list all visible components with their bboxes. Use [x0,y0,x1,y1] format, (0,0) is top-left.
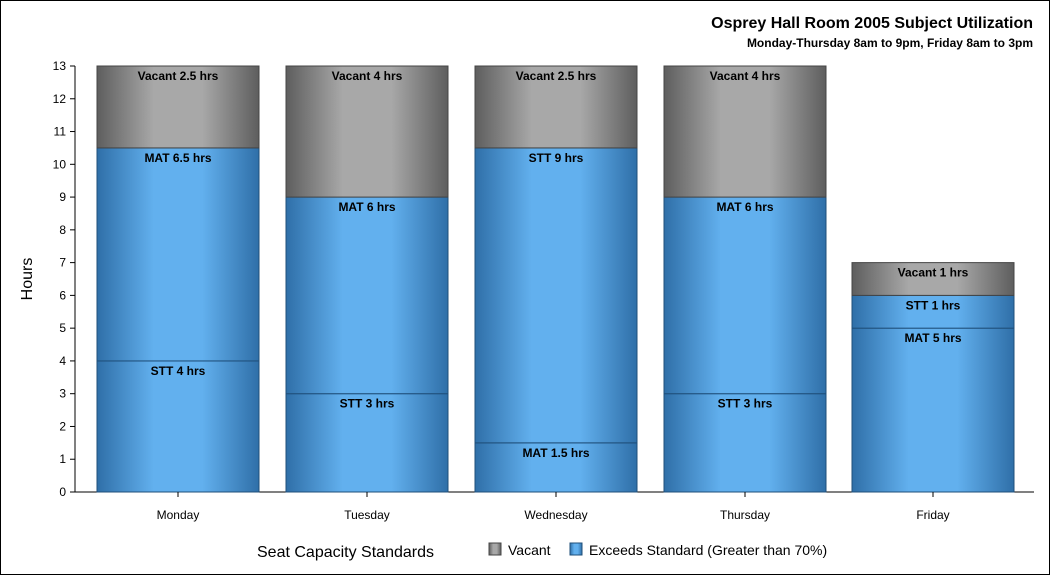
y-tick-label: 7 [59,256,66,270]
legend-item-label: Exceeds Standard (Greater than 70%) [589,542,827,558]
x-tick-label: Wednesday [524,508,587,522]
bar-segment [285,196,449,395]
y-tick-label: 12 [53,92,67,106]
bar-segment [474,147,638,444]
bar-segment [663,196,827,395]
y-tick-label: 1 [59,452,66,466]
segment-label: Vacant 2.5 hrs [516,69,597,83]
legend-title: Seat Capacity Standards [257,544,434,561]
chart-title: Osprey Hall Room 2005 Subject Utilizatio… [711,15,1033,32]
segment-label: MAT 6 hrs [338,200,395,214]
y-tick-label: 2 [59,419,66,433]
segment-label: STT 3 hrs [718,397,773,411]
bar-segment [474,65,638,149]
y-tick-label: 8 [59,223,66,237]
legend: Seat Capacity Standards Vacant Exceeds Sta… [257,542,827,561]
legend-swatch [569,542,583,556]
y-axis-label: Hours [19,258,36,301]
bar-segment [96,65,260,149]
y-tick-label: 6 [59,288,66,302]
segment-label: STT 1 hrs [906,298,961,312]
bar-segment [96,360,260,493]
segment-label: Vacant 4 hrs [710,69,781,83]
y-tick-label: 4 [59,354,66,368]
legend-item-label: Vacant [508,542,551,558]
segment-label: MAT 6.5 hrs [144,151,211,165]
segment-label: Vacant 1 hrs [898,266,969,280]
segment-label: MAT 5 hrs [904,331,961,345]
y-tick-label: 0 [59,485,66,499]
x-tick-label: Thursday [720,508,770,522]
segment-label: MAT 1.5 hrs [522,446,589,460]
y-tick-label: 9 [59,190,66,204]
y-tick-label: 10 [53,157,67,171]
segment-label: Vacant 4 hrs [332,69,403,83]
segment-label: STT 9 hrs [529,151,584,165]
bar-segment [851,294,1015,329]
segment-label: STT 3 hrs [340,397,395,411]
bar-segment [285,393,449,493]
x-tick-label: Friday [916,508,949,522]
segment-label: Vacant 2.5 hrs [138,69,219,83]
legend-swatch [488,542,502,556]
y-tick-label: 5 [59,321,66,335]
bar-segment [96,147,260,362]
y-tick-label: 11 [54,125,67,139]
bar-segment [663,65,827,198]
y-tick-label: 3 [59,387,66,401]
bar-segment [474,442,638,493]
segment-label: MAT 6 hrs [716,200,773,214]
bar-segment [851,327,1015,493]
x-tick-label: Tuesday [344,508,390,522]
x-tick-label: Monday [157,508,200,522]
bar-segment [851,262,1015,296]
y-tick-label: 13 [53,59,67,73]
bar-segment [285,65,449,198]
segment-label: STT 4 hrs [151,364,206,378]
chart-subtitle: Monday-Thursday 8am to 9pm, Friday 8am t… [747,36,1033,50]
